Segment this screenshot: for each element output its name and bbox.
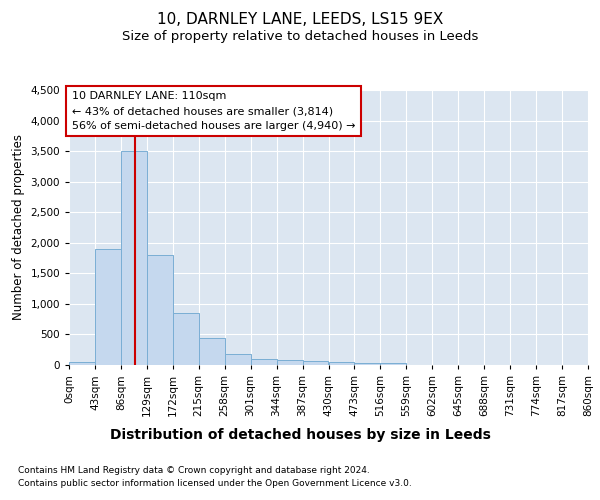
- Bar: [173, 313, 199, 365]
- Bar: [95, 249, 121, 365]
- Bar: [199, 338, 224, 365]
- Text: Contains HM Land Registry data © Crown copyright and database right 2024.: Contains HM Land Registry data © Crown c…: [18, 466, 370, 475]
- Bar: [302, 362, 329, 365]
- Text: 10, DARNLEY LANE, LEEDS, LS15 9EX: 10, DARNLEY LANE, LEEDS, LS15 9EX: [157, 12, 443, 28]
- Bar: [147, 255, 173, 365]
- Text: Distribution of detached houses by size in Leeds: Distribution of detached houses by size …: [110, 428, 490, 442]
- Bar: [69, 362, 95, 365]
- Bar: [224, 354, 251, 365]
- Text: 10 DARNLEY LANE: 110sqm
← 43% of detached houses are smaller (3,814)
56% of semi: 10 DARNLEY LANE: 110sqm ← 43% of detache…: [72, 91, 356, 131]
- Text: Contains public sector information licensed under the Open Government Licence v3: Contains public sector information licen…: [18, 478, 412, 488]
- Text: Size of property relative to detached houses in Leeds: Size of property relative to detached ho…: [122, 30, 478, 43]
- Y-axis label: Number of detached properties: Number of detached properties: [12, 134, 25, 320]
- Bar: [329, 362, 355, 365]
- Bar: [277, 360, 302, 365]
- Bar: [380, 363, 406, 365]
- Bar: [251, 359, 277, 365]
- Bar: [121, 151, 147, 365]
- Bar: [355, 362, 380, 365]
